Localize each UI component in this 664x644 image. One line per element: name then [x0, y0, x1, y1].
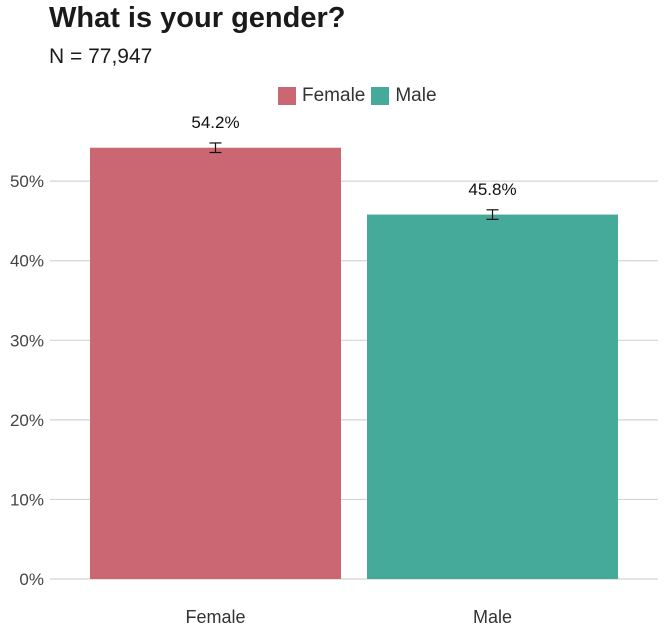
- bar-female: [90, 147, 341, 580]
- legend-item-female: Female: [278, 85, 365, 107]
- y-tick-label: 50%: [10, 172, 44, 191]
- legend-label-male: Male: [395, 85, 437, 106]
- chart-title: What is your gender?: [49, 2, 346, 34]
- legend-swatch-female: [278, 87, 296, 105]
- y-tick-label: 30%: [10, 331, 44, 350]
- y-tick-label: 40%: [10, 252, 44, 271]
- data-label: 54.2%: [191, 113, 239, 132]
- x-tick-label: Male: [473, 607, 512, 627]
- legend: Female Male: [278, 85, 443, 107]
- legend-item-male: Male: [371, 85, 437, 107]
- chart-subtitle: N = 77,947: [49, 45, 153, 68]
- y-tick-label: 20%: [10, 411, 44, 430]
- data-label: 45.8%: [468, 180, 516, 199]
- y-tick-label: 10%: [10, 490, 44, 509]
- y-tick-label: 0%: [19, 570, 44, 589]
- bar-male: [367, 214, 618, 579]
- x-tick-label: Female: [185, 607, 245, 627]
- legend-label-female: Female: [302, 85, 366, 106]
- legend-swatch-male: [371, 87, 390, 105]
